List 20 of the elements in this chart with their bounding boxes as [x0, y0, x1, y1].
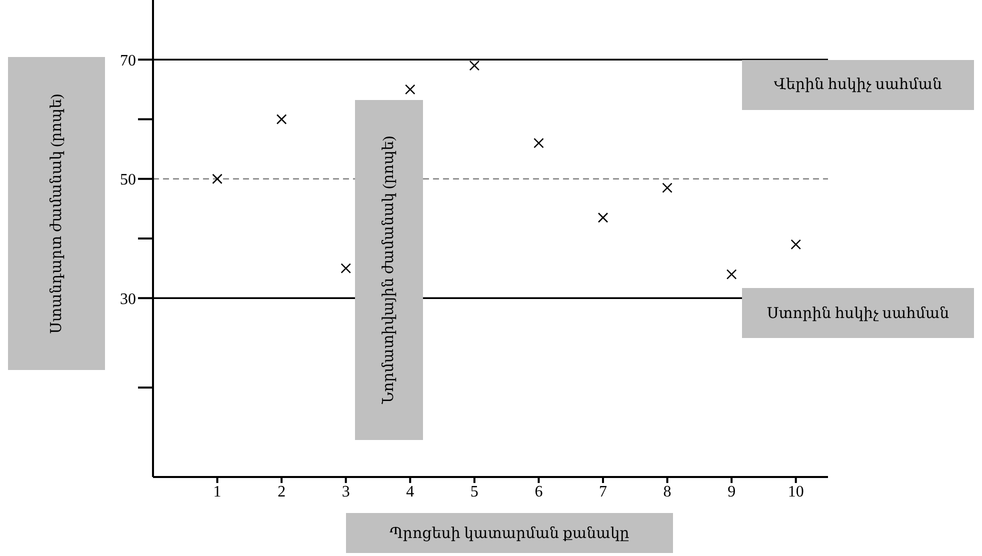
label-box: Պրոցեսի կատարման քանակը	[346, 513, 673, 553]
label-box: Վերին հսկիչ սահման	[742, 60, 974, 110]
x-tick-label: 7	[599, 483, 607, 500]
x-tick-label: 4	[406, 483, 414, 500]
y-tick-label: 70	[120, 52, 136, 70]
label-box: Ստորին հսկիչ սահման	[742, 288, 974, 338]
x-tick-label: 6	[534, 483, 543, 500]
label-box: Ստանդարտ ժամանակ (րոպե)	[8, 57, 105, 370]
y-tick-label: 30	[120, 290, 136, 308]
x-tick-label: 5	[470, 483, 478, 500]
x-tick-label: 2	[278, 483, 286, 500]
y-axis-title: Ստանդարտ ժամանակ (րոպե)	[48, 94, 66, 334]
x-tick-label: 9	[728, 483, 736, 500]
x-tick-label: 1	[213, 483, 222, 500]
note-box: Նորմատիվային ժամանակ (րոպե)	[355, 100, 423, 440]
x-tick-label: 8	[663, 483, 672, 500]
x-tick-label: 10	[788, 483, 804, 500]
y-tick-label: 50	[120, 172, 136, 189]
x-tick-label: 3	[342, 483, 350, 500]
annotation: Նորմատիվային ժամանակ (րոպե)	[380, 136, 398, 404]
